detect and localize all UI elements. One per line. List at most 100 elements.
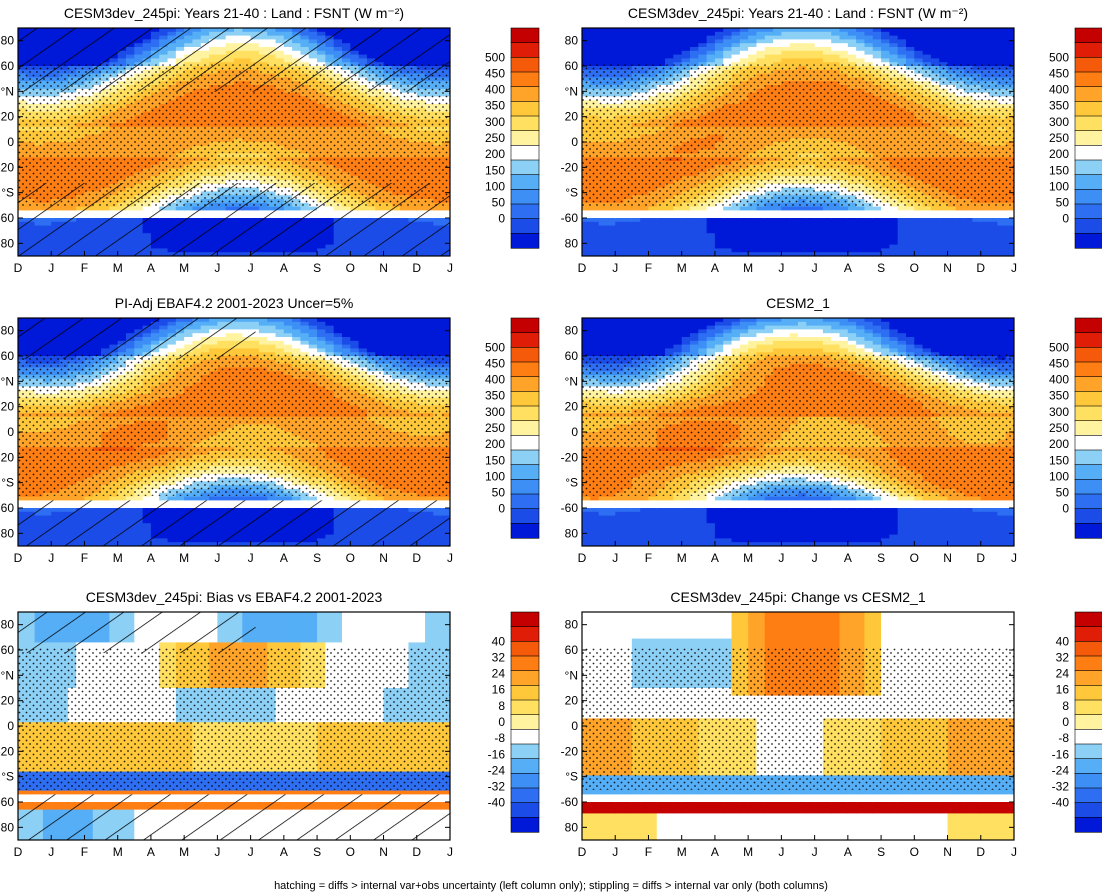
colorbar-segment [510, 641, 540, 657]
colorbar-segment [510, 449, 540, 466]
stippling [582, 64, 1014, 206]
colorbar-label: 40 [1056, 634, 1070, 648]
x-tick-label: J [612, 845, 618, 859]
colorbar-label: 200 [1049, 147, 1069, 161]
colorbar-label: 40 [492, 634, 506, 648]
panel-r1c1: CESM3dev_245pi: Years 21-40 : Land : FSN… [0, 5, 540, 275]
y-tick-label: 80 [1, 618, 15, 632]
x-tick-label: M [677, 261, 687, 275]
colorbar-segment [510, 743, 540, 760]
y-tick-label: °N [1, 374, 14, 388]
y-tick-label: 80 [1, 820, 15, 834]
y-tick-label: 80 [565, 618, 579, 632]
x-tick-label: J [812, 261, 818, 275]
colorbar-label: 450 [1049, 357, 1069, 371]
y-tick-label: 80 [1, 324, 15, 338]
x-tick-label: S [877, 261, 885, 275]
x-tick-label: J [778, 551, 784, 565]
colorbar-segment [510, 787, 540, 804]
x-tick-label: S [313, 845, 321, 859]
x-tick-label: M [113, 845, 123, 859]
colorbar-segment [510, 130, 540, 146]
colorbar-label: 350 [1049, 99, 1069, 113]
x-tick-label: J [612, 261, 618, 275]
hatching [18, 28, 450, 92]
x-tick-label: J [1011, 551, 1017, 565]
colorbar-label: -40 [1052, 796, 1070, 810]
colorbar-segment [510, 86, 540, 102]
colorbar-label: -32 [1052, 780, 1070, 794]
colorbar-label: 500 [1049, 340, 1069, 354]
y-tick-label: 80 [1, 34, 15, 48]
colorbar-segment [510, 218, 540, 234]
panel-title: CESM3dev_245pi: Years 21-40 : Land : FSN… [628, 5, 968, 21]
y-tick-label: 60 [565, 59, 579, 73]
x-tick-label: M [743, 261, 753, 275]
y-tick-label: -60 [0, 501, 14, 515]
x-tick-label: F [81, 845, 88, 859]
colorbar-segment [510, 729, 540, 745]
colorbar-label: -16 [1052, 747, 1070, 761]
colorbar-segment [1074, 130, 1102, 146]
x-tick-label: M [677, 845, 687, 859]
hatching [18, 612, 256, 654]
colorbar-segment [510, 57, 540, 73]
colorbar-label: 250 [1049, 131, 1069, 145]
x-tick-label: O [910, 845, 919, 859]
y-tick-label: 60 [1, 349, 15, 363]
x-tick-label: A [844, 845, 852, 859]
heatmap-cells [582, 318, 1014, 546]
colorbar-segment [1074, 86, 1102, 102]
y-tick-label: °S [1, 770, 14, 784]
colorbar-segment [510, 435, 540, 451]
colorbar-segment [510, 115, 540, 132]
colorbar-label: 400 [1049, 373, 1069, 387]
colorbar-segment [510, 670, 540, 686]
y-tick-label: °N [1, 84, 14, 98]
colorbar-label: 0 [1062, 715, 1069, 729]
colorbar-label: -40 [488, 796, 506, 810]
colorbar-label: -8 [1058, 731, 1069, 745]
x-tick-label: J [214, 261, 220, 275]
colorbar-segment [1074, 42, 1102, 58]
colorbar-segment [1074, 626, 1102, 642]
y-tick-label: °S [565, 186, 578, 200]
y-tick-label: -20 [561, 744, 579, 758]
colorbar-label: 450 [485, 67, 505, 81]
y-tick-label: 0 [571, 425, 578, 439]
x-tick-label: D [578, 845, 587, 859]
colorbar-label: 0 [498, 212, 505, 226]
x-tick-label: A [844, 261, 852, 275]
panel-title: PI-Adj EBAF4.2 2001-2023 Uncer=5% [115, 295, 354, 311]
colorbar-segment [510, 233, 540, 249]
x-tick-label: J [778, 845, 784, 859]
colorbar-label: 200 [1049, 437, 1069, 451]
hatching [18, 183, 450, 256]
x-tick-label: A [280, 845, 288, 859]
y-tick-label: -20 [561, 160, 579, 174]
x-tick-label: A [280, 261, 288, 275]
stippling [582, 648, 1014, 790]
hatching [18, 318, 256, 360]
colorbar-segment [510, 655, 540, 672]
colorbar-label: 450 [1049, 67, 1069, 81]
y-tick-label: -60 [0, 795, 14, 809]
colorbar-label: 0 [1062, 502, 1069, 516]
colorbar-label: 150 [1049, 453, 1069, 467]
colorbar-label: 50 [1056, 486, 1070, 500]
x-tick-label: M [179, 261, 189, 275]
colorbar-label: 350 [485, 99, 505, 113]
y-tick-label: -60 [561, 211, 579, 225]
x-tick-label: D [412, 845, 421, 859]
y-tick-label: 20 [565, 694, 579, 708]
y-tick-label: -20 [0, 744, 14, 758]
colorbar-segment [510, 817, 540, 833]
panel-title: CESM3dev_245pi: Change vs CESM2_1 [670, 589, 925, 605]
x-tick-label: D [976, 845, 985, 859]
x-tick-label: F [645, 845, 652, 859]
panel-r1c2: CESM3dev_245pi: Years 21-40 : Land : FSN… [561, 5, 1102, 275]
colorbar-segment [1074, 493, 1102, 510]
x-tick-label: S [877, 551, 885, 565]
